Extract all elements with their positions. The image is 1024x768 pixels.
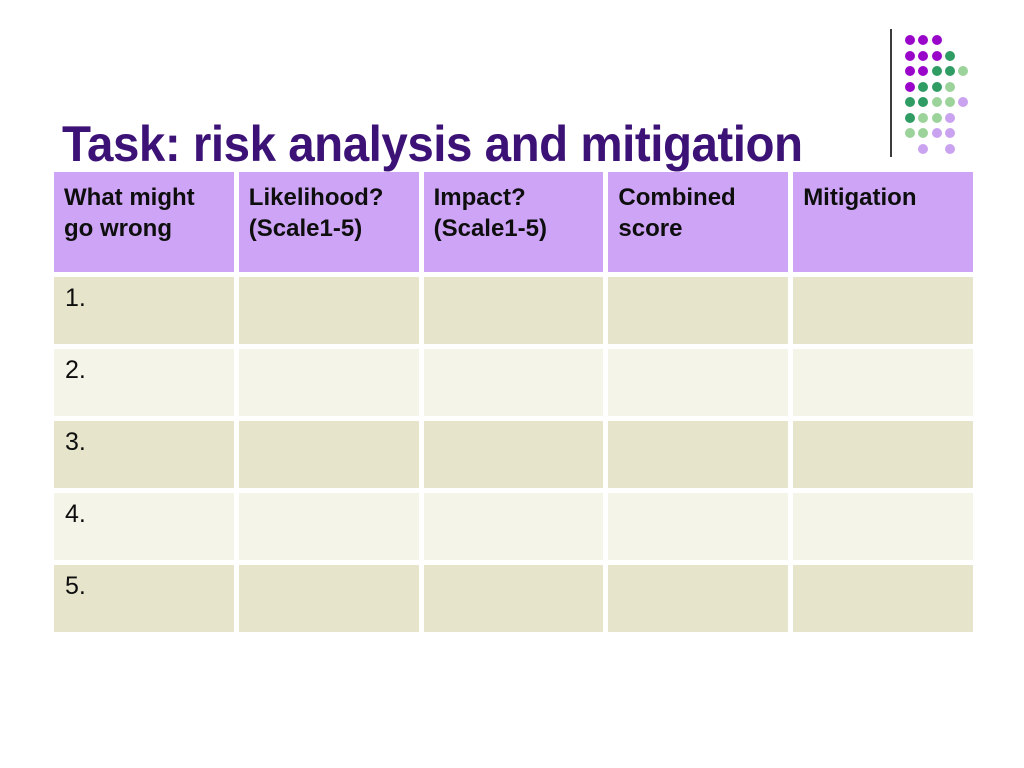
table-cell [793, 277, 973, 344]
table-cell [423, 565, 604, 632]
table-cell [423, 421, 604, 488]
dot-icon [931, 112, 942, 123]
row-number-cell: 4. [54, 493, 234, 560]
slide-title: Task: risk analysis and mitigation [62, 115, 803, 172]
column-header: Combined score [608, 172, 789, 272]
dot-icon [918, 128, 929, 138]
dot-icon [905, 128, 915, 138]
dot-icon [944, 128, 955, 138]
dot-icon [905, 66, 915, 76]
dot-icon [905, 35, 915, 45]
table-cell [608, 421, 789, 488]
dot-icon [944, 112, 955, 123]
row-number-cell: 1. [54, 277, 234, 344]
table-cell [238, 277, 419, 344]
dot-icon [944, 66, 955, 76]
table-cell [608, 277, 789, 344]
column-header: Likelihood? (Scale1-5) [238, 172, 419, 272]
dot-icon [944, 81, 955, 92]
dot-icon [931, 97, 942, 107]
dot-icon [944, 143, 955, 154]
dot-icon [918, 97, 929, 107]
dot-icon [931, 35, 942, 45]
dot-icon [905, 50, 915, 61]
dot-icon [918, 50, 929, 61]
dot-icon [918, 143, 929, 154]
table-cell [238, 349, 419, 416]
table-cell [238, 565, 419, 632]
table-cell [423, 277, 604, 344]
risk-analysis-table: What might go wrong Likelihood? (Scale1-5… [54, 172, 973, 632]
table-cell [793, 493, 973, 560]
dot-icon [905, 81, 915, 92]
table-cell [238, 421, 419, 488]
column-header: Mitigation [793, 172, 973, 272]
table-cell [423, 349, 604, 416]
dot-icon [931, 50, 942, 61]
dot-icon [905, 97, 915, 107]
table-cell [793, 421, 973, 488]
row-number-cell: 5. [54, 565, 234, 632]
table-cell [423, 493, 604, 560]
table-cell [608, 565, 789, 632]
column-header: What might go wrong [54, 172, 234, 272]
table-cell [238, 493, 419, 560]
dot-icon [918, 81, 929, 92]
dot-icon [918, 66, 929, 76]
dot-icon [944, 97, 955, 107]
dot-icon [918, 35, 929, 45]
table-cell [608, 493, 789, 560]
row-number-cell: 2. [54, 349, 234, 416]
dot-icon [958, 66, 969, 76]
table-cell [608, 349, 789, 416]
dot-icon [958, 97, 969, 107]
table-cell [793, 349, 973, 416]
dot-icon [931, 81, 942, 92]
vertical-rule [890, 29, 892, 157]
dot-icon [931, 66, 942, 76]
dot-icon [931, 128, 942, 138]
dot-icon [944, 50, 955, 61]
table-cell [793, 565, 973, 632]
dot-icon [905, 112, 915, 123]
column-header: Impact? (Scale1-5) [423, 172, 604, 272]
dot-icon [918, 112, 929, 123]
row-number-cell: 3. [54, 421, 234, 488]
